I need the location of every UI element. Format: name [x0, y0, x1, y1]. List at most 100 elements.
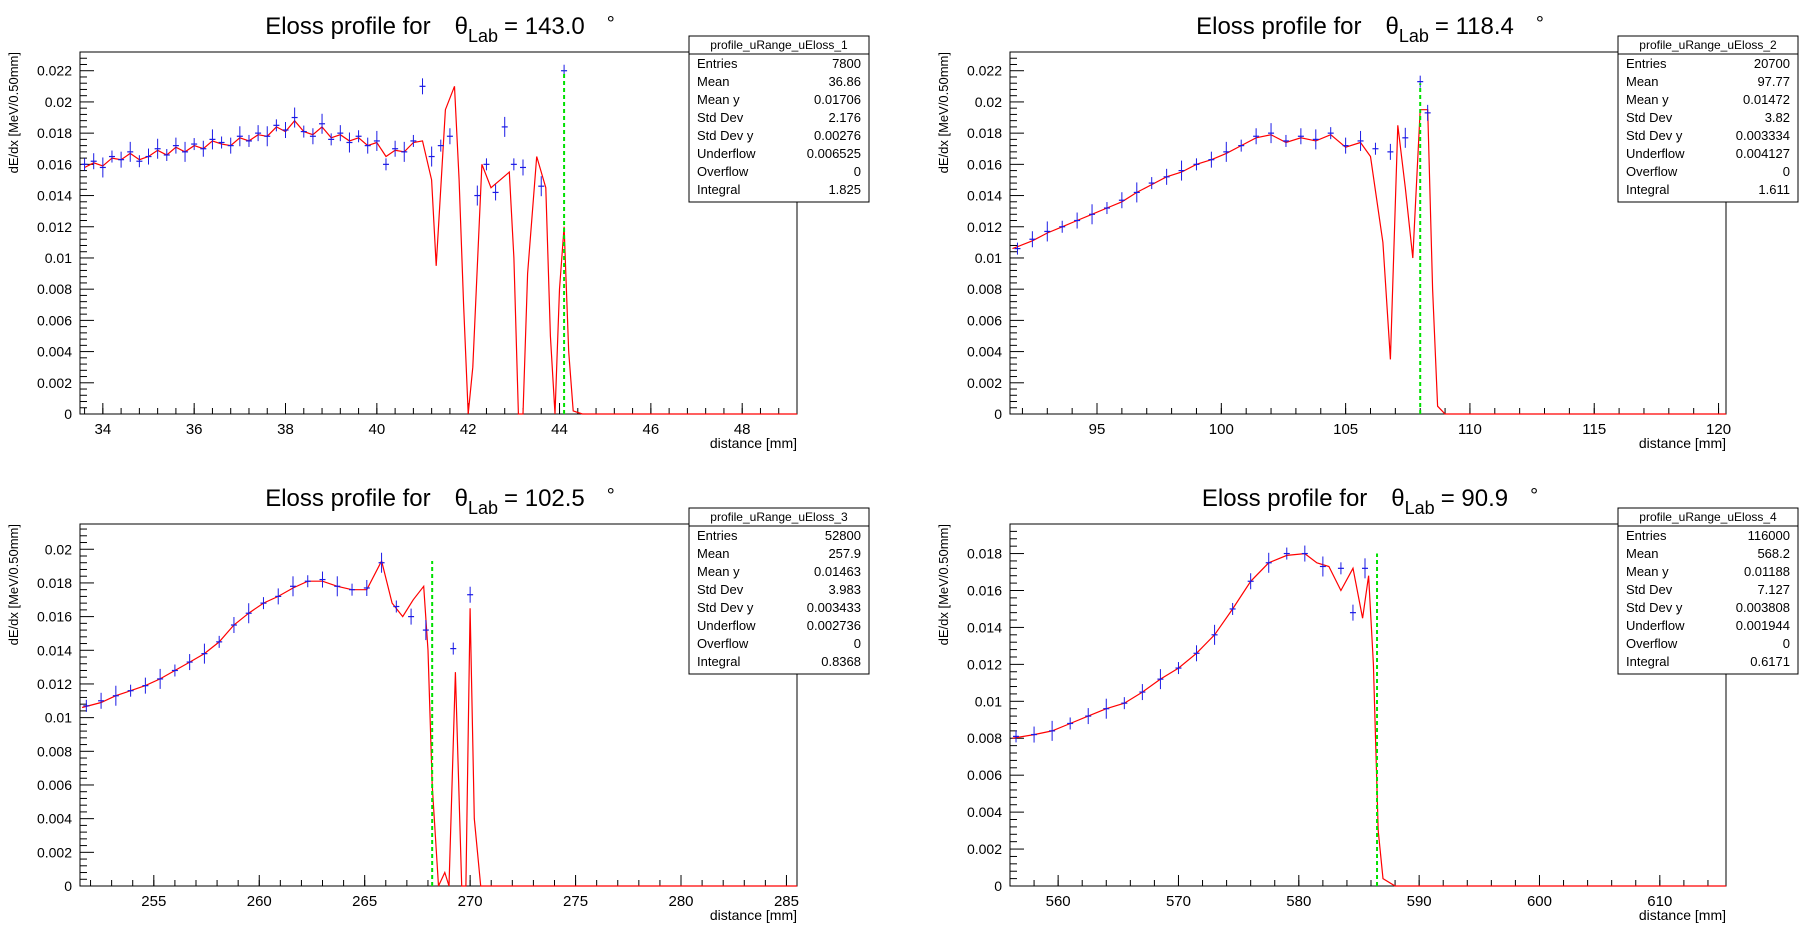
stats-row-value: 20700: [1754, 56, 1790, 71]
stats-row-label: Mean y: [1626, 564, 1669, 579]
stats-row-value: 97.77: [1757, 74, 1790, 89]
x-tick-label: 590: [1407, 893, 1432, 910]
y-tick-label: 0.02: [45, 94, 72, 110]
stats-title: profile_uRange_uEloss_2: [1639, 38, 1777, 52]
stats-row-label: Entries: [1626, 528, 1667, 543]
x-tick-label: 120: [1706, 421, 1731, 438]
stats-row-value: 0.003433: [807, 600, 861, 615]
x-tick-label: 95: [1089, 421, 1106, 438]
x-axis-label: distance [mm]: [1639, 435, 1726, 451]
chart-panel-4: Eloss profile for θLab = 90.9 ° 0 0.002 0.004 0…: [936, 485, 1799, 923]
y-tick-label: 0.014: [37, 642, 72, 658]
stats-row-label: Entries: [1626, 56, 1667, 71]
stats-row-label: Integral: [697, 182, 740, 197]
x-tick-label: 285: [774, 893, 799, 910]
stats-row-label: Mean: [1626, 74, 1659, 89]
stats-box: [1617, 35, 1799, 203]
y-tick-label: 0.004: [37, 344, 72, 360]
stats-row-label: Overflow: [697, 636, 749, 651]
x-tick-label: 600: [1527, 893, 1552, 910]
stats-row-value: 2.176: [828, 110, 861, 125]
x-tick-label: 36: [186, 421, 203, 438]
y-tick-label: 0.014: [967, 619, 1002, 635]
stats-row-label: Mean y: [1626, 92, 1669, 107]
x-tick-label: 44: [551, 421, 568, 438]
stats-box: [1617, 507, 1799, 675]
profile-curve-line: [1012, 552, 1726, 887]
x-tick-label: 570: [1166, 893, 1191, 910]
x-tick-label: 34: [94, 421, 111, 438]
y-tick-label: 0.02: [975, 94, 1002, 110]
stats-row-value: 1.611: [1758, 182, 1790, 197]
stats-box: [688, 35, 870, 203]
angle-value: = 102.5: [504, 485, 585, 512]
stats-row-label: Std Dev: [1626, 582, 1673, 597]
y-tick-label: 0.006: [967, 767, 1002, 783]
y-tick-label: 0.002: [37, 375, 72, 391]
y-tick-label: 0.018: [37, 125, 72, 141]
stats-row-label: Underflow: [697, 618, 756, 633]
y-axis-label: dE/dx [MeV/0.50mm]: [936, 52, 951, 173]
title-prefix: Eloss profile for: [265, 485, 430, 512]
y-tick-label: 0.018: [967, 125, 1002, 141]
y-tick-label: 0.012: [37, 676, 72, 692]
stats-row-label: Integral: [1626, 182, 1669, 197]
x-tick-label: 105: [1333, 421, 1358, 438]
y-tick-label: 0.016: [967, 156, 1002, 172]
stats-row-value: 568.2: [1757, 546, 1790, 561]
theta-symbol: θ: [1386, 13, 1399, 40]
stats-row-label: Mean: [697, 74, 730, 89]
degree-symbol: °: [1536, 13, 1544, 35]
stats-row-label: Underflow: [1626, 146, 1685, 161]
theta-symbol: θ: [455, 13, 468, 40]
y-tick-label: 0.002: [967, 375, 1002, 391]
stats-title: profile_uRange_uEloss_1: [710, 38, 848, 52]
theta-subscript: Lab: [1405, 498, 1435, 518]
x-axis-label: distance [mm]: [710, 435, 797, 451]
y-tick-label: 0.004: [37, 811, 72, 827]
theta-subscript: Lab: [1399, 26, 1429, 46]
profile-curve-line: [1012, 109, 1726, 415]
profile-points: [1014, 75, 1431, 255]
stats-row-value: 0.01463: [814, 564, 861, 579]
x-tick-label: 48: [734, 421, 751, 438]
y-tick-label: 0.022: [37, 63, 72, 79]
stats-row-value: 0.001944: [1736, 618, 1790, 633]
y-tick-label: 0.02: [45, 541, 72, 557]
y-tick-label: 0.018: [37, 575, 72, 591]
x-axis-label: distance [mm]: [710, 907, 797, 923]
x-tick-label: 115: [1582, 421, 1606, 438]
y-tick-label: 0.016: [37, 609, 72, 625]
y-tick-label: 0.014: [967, 188, 1002, 204]
stats-row-label: Integral: [1626, 654, 1669, 669]
y-tick-label: 0.004: [967, 804, 1002, 820]
stats-row-value: 3.82: [1765, 110, 1790, 125]
y-tick-label: 0.022: [967, 63, 1002, 79]
y-tick-label: 0.016: [37, 156, 72, 172]
stats-title: profile_uRange_uEloss_4: [1639, 510, 1777, 524]
x-tick-label: 275: [563, 893, 588, 910]
stats-row-label: Mean y: [697, 564, 740, 579]
stats-box: [688, 507, 870, 675]
profile-curve-line: [84, 86, 797, 415]
x-tick-label: 40: [369, 421, 386, 438]
degree-symbol: °: [607, 13, 615, 35]
stats-row-label: Overflow: [1626, 636, 1678, 651]
stats-row-value: 0.003808: [1736, 600, 1790, 615]
stats-row-value: 0: [1783, 164, 1790, 179]
profile-points: [1013, 545, 1368, 743]
degree-symbol: °: [607, 485, 615, 507]
y-tick-label: 0.008: [37, 743, 72, 759]
y-tick-label: 0.012: [967, 656, 1002, 672]
stats-title: profile_uRange_uEloss_3: [710, 510, 848, 524]
stats-row-value: 116000: [1748, 528, 1790, 543]
stats-row-label: Std Dev: [697, 582, 744, 597]
x-tick-label: 280: [668, 893, 693, 910]
chart-title: Eloss profile for θLab = 118.4 °: [1196, 13, 1544, 46]
y-tick-label: 0.012: [37, 219, 72, 235]
y-tick-label: 0.01: [975, 693, 1002, 709]
chart-panel-3: Eloss profile for θLab = 102.5 ° 0 0.002 0.004…: [6, 485, 870, 923]
stats-row-label: Overflow: [697, 164, 749, 179]
x-tick-label: 270: [458, 893, 483, 910]
